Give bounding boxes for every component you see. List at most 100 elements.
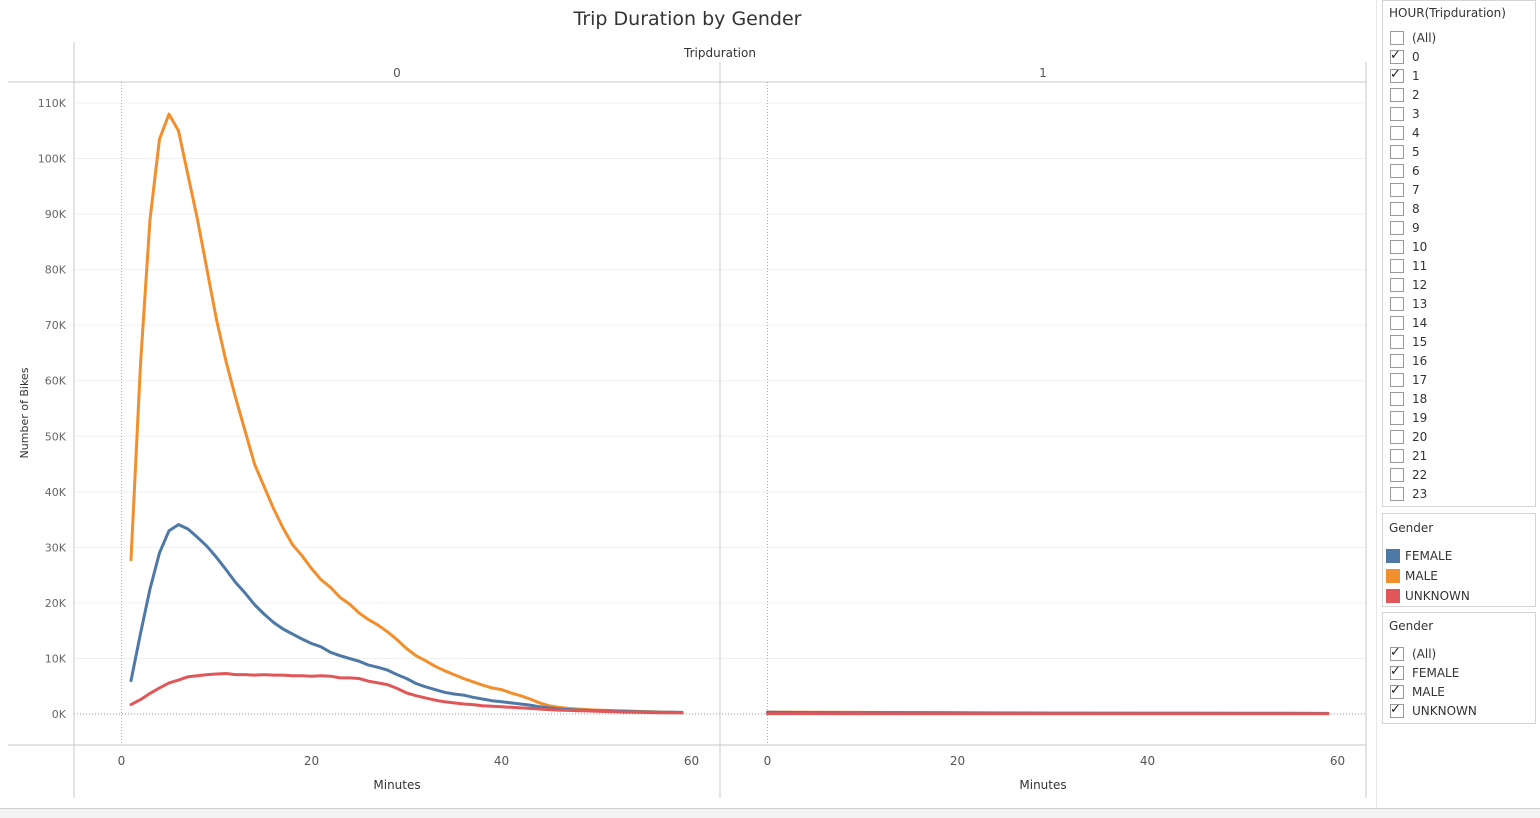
hour-filter-option[interactable]: 12: [1390, 275, 1427, 294]
x-axis-label: Minutes: [373, 778, 420, 792]
y-tick-label: 60K: [45, 375, 67, 388]
hour-filter-option[interactable]: 14: [1390, 313, 1427, 332]
checkbox[interactable]: [1390, 88, 1404, 102]
checkbox[interactable]: [1390, 411, 1404, 425]
x-tick-label: 60: [1330, 754, 1345, 768]
checkmark-icon: ✓: [1390, 702, 1401, 717]
hour-filter-option[interactable]: 22: [1390, 465, 1427, 484]
y-tick-label: 80K: [45, 264, 67, 277]
gender-filter-option-label: UNKNOWN: [1412, 704, 1477, 718]
checkbox[interactable]: ✓: [1390, 685, 1404, 699]
checkbox[interactable]: [1390, 297, 1404, 311]
hour-filter-option-label: 5: [1412, 145, 1420, 159]
checkbox[interactable]: [1390, 354, 1404, 368]
hour-filter-option[interactable]: 3: [1390, 104, 1420, 123]
checkbox[interactable]: [1390, 221, 1404, 235]
hour-filter-option[interactable]: 9: [1390, 218, 1420, 237]
hour-filter-option[interactable]: ✓1: [1390, 66, 1420, 85]
gender-filter-option-label: (All): [1412, 647, 1436, 661]
hour-filter-option[interactable]: 21: [1390, 446, 1427, 465]
hour-filter-option-label: 1: [1412, 69, 1420, 83]
hour-filter-option-label: (All): [1412, 31, 1436, 45]
checkbox[interactable]: [1390, 335, 1404, 349]
checkbox[interactable]: [1390, 373, 1404, 387]
hour-filter-title: HOUR(Tripduration): [1383, 1, 1535, 26]
checkbox[interactable]: ✓: [1390, 666, 1404, 680]
y-axis-label: Number of Bikes: [18, 367, 31, 458]
y-tick-label: 20K: [45, 597, 67, 610]
checkbox[interactable]: [1390, 240, 1404, 254]
checkbox[interactable]: [1390, 430, 1404, 444]
checkbox[interactable]: [1390, 449, 1404, 463]
gender-filter-card: Gender ✓(All)✓FEMALE✓MALE✓UNKNOWN: [1382, 612, 1536, 724]
hour-filter-option[interactable]: 4: [1390, 123, 1420, 142]
checkbox[interactable]: [1390, 145, 1404, 159]
y-tick-label: 50K: [45, 430, 67, 443]
gender-filter-option[interactable]: ✓ (All): [1390, 644, 1436, 663]
hour-filter-option[interactable]: 7: [1390, 180, 1420, 199]
hour-filter-option[interactable]: 13: [1390, 294, 1427, 313]
x-tick-label: 20: [304, 754, 319, 768]
hour-filter-option-label: 11: [1412, 259, 1427, 273]
checkbox[interactable]: ✓: [1390, 69, 1404, 83]
checkbox[interactable]: [1390, 259, 1404, 273]
legend-swatch: [1386, 589, 1400, 603]
hour-filter-option[interactable]: 23: [1390, 484, 1427, 503]
y-tick-label: 90K: [45, 208, 67, 221]
legend-item[interactable]: MALE: [1386, 566, 1438, 586]
hour-filter-option[interactable]: 10: [1390, 237, 1427, 256]
hour-filter-option-label: 2: [1412, 88, 1420, 102]
hour-filter-option[interactable]: ✓0: [1390, 47, 1420, 66]
checkbox[interactable]: [1390, 278, 1404, 292]
checkbox[interactable]: [1390, 487, 1404, 501]
checkbox[interactable]: [1390, 316, 1404, 330]
legend-item[interactable]: FEMALE: [1386, 546, 1452, 566]
checkbox[interactable]: [1390, 126, 1404, 140]
hour-filter-option[interactable]: 5: [1390, 142, 1420, 161]
checkbox[interactable]: ✓: [1390, 647, 1404, 661]
checkbox[interactable]: [1390, 392, 1404, 406]
checkbox[interactable]: [1390, 31, 1404, 45]
checkbox[interactable]: [1390, 107, 1404, 121]
hour-filter-option-label: 20: [1412, 430, 1427, 444]
hour-filter-option-label: 7: [1412, 183, 1420, 197]
hour-filter-option[interactable]: 16: [1390, 351, 1427, 370]
gender-filter-option[interactable]: ✓FEMALE: [1390, 663, 1459, 682]
legend-swatch: [1386, 569, 1400, 583]
hour-filter-option-label: 10: [1412, 240, 1427, 254]
hour-filter-option[interactable]: 15: [1390, 332, 1427, 351]
y-tick-label: 30K: [45, 541, 67, 554]
hour-filter-option-label: 16: [1412, 354, 1427, 368]
hour-filter-option[interactable]: 6: [1390, 161, 1420, 180]
checkbox[interactable]: ✓: [1390, 50, 1404, 64]
checkmark-icon: ✓: [1390, 67, 1401, 82]
panel-separator: [1376, 0, 1377, 808]
pane-header: 1: [1039, 66, 1047, 80]
hour-filter-option[interactable]: 18: [1390, 389, 1427, 408]
hour-filter-option[interactable]: 11: [1390, 256, 1427, 275]
checkbox[interactable]: [1390, 468, 1404, 482]
hour-filter-option[interactable]: 20: [1390, 427, 1427, 446]
checkbox[interactable]: [1390, 202, 1404, 216]
checkbox[interactable]: [1390, 164, 1404, 178]
gender-filter-option[interactable]: ✓MALE: [1390, 682, 1445, 701]
legend-label: MALE: [1405, 569, 1438, 583]
gender-filter-option[interactable]: ✓ UNKNOWN: [1390, 701, 1477, 720]
hour-filter-option-label: 12: [1412, 278, 1427, 292]
y-tick-label: 70K: [45, 319, 67, 332]
hour-filter-option[interactable]: 17: [1390, 370, 1427, 389]
legend-item[interactable]: UNKNOWN: [1386, 586, 1470, 606]
x-tick-label: 60: [684, 754, 699, 768]
hour-filter-option[interactable]: (All): [1390, 28, 1436, 47]
hour-filter-option[interactable]: 2: [1390, 85, 1420, 104]
checkmark-icon: ✓: [1390, 664, 1401, 679]
hour-filter-option[interactable]: 8: [1390, 199, 1420, 218]
y-tick-label: 10K: [45, 652, 67, 665]
checkbox[interactable]: [1390, 183, 1404, 197]
hour-filter-option[interactable]: 19: [1390, 408, 1427, 427]
hour-filter-option-label: 9: [1412, 221, 1420, 235]
checkmark-icon: ✓: [1390, 683, 1401, 698]
checkbox[interactable]: ✓: [1390, 704, 1404, 718]
x-tick-label: 40: [1140, 754, 1155, 768]
